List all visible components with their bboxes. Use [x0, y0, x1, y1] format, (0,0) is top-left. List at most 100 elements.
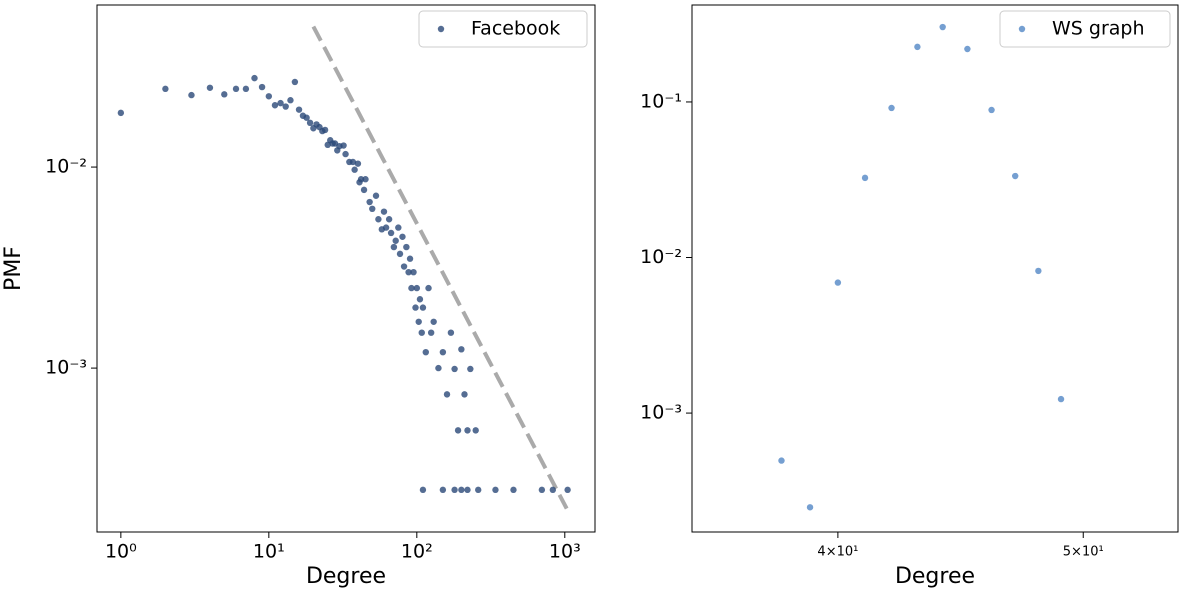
point [291, 78, 299, 86]
y-tick-label: 10⁻³ [45, 357, 87, 379]
point [464, 427, 471, 434]
point [458, 346, 465, 353]
reference-line [311, 25, 569, 510]
point [369, 205, 376, 213]
point [914, 43, 921, 51]
x-tick-label: 10² [401, 541, 433, 563]
point [390, 243, 398, 251]
point [419, 304, 427, 311]
point [295, 106, 303, 113]
point [282, 103, 289, 110]
point [475, 486, 482, 494]
point [357, 176, 365, 183]
y-tick-label: 10⁻³ [640, 402, 682, 424]
point [425, 284, 432, 292]
y-axis-label: PMF [1, 246, 26, 291]
point [277, 99, 284, 107]
point [366, 198, 373, 206]
x-tick-label: 4×10¹ [817, 545, 858, 560]
point [242, 85, 250, 93]
point [271, 102, 279, 109]
point [549, 486, 557, 494]
point [342, 150, 349, 158]
point [395, 224, 402, 231]
point [451, 365, 458, 373]
point [258, 83, 266, 91]
legend-box [999, 10, 1171, 48]
point [399, 233, 406, 240]
point [430, 318, 437, 325]
point [351, 166, 358, 173]
point [306, 119, 314, 127]
point [406, 255, 414, 262]
point [382, 224, 390, 231]
point [439, 348, 447, 356]
point [464, 486, 471, 494]
x-axis-label: Degree [895, 564, 975, 589]
point [232, 85, 240, 93]
point [447, 329, 455, 336]
point [419, 486, 427, 494]
point [408, 284, 415, 292]
point [1057, 395, 1065, 403]
point [362, 176, 369, 183]
point [415, 318, 422, 325]
point [416, 296, 424, 303]
point [538, 486, 546, 494]
point [117, 109, 125, 117]
point [349, 158, 357, 166]
legend-box [418, 10, 588, 48]
point [287, 97, 294, 104]
point [443, 391, 451, 398]
x-tick-label: 5×10¹ [1063, 545, 1104, 560]
point [564, 486, 571, 494]
point [221, 91, 228, 98]
legend-marker [437, 25, 445, 33]
point [412, 304, 419, 311]
point [360, 186, 368, 194]
point [303, 114, 310, 121]
point [265, 93, 273, 100]
legend: WS graph [999, 10, 1171, 48]
x-axis-label: Degree [306, 564, 386, 589]
point [510, 486, 517, 494]
point [410, 268, 417, 276]
point [162, 85, 169, 93]
point [451, 486, 458, 494]
y-tick-label: 10⁻¹ [640, 90, 682, 112]
plot-frame [96, 4, 596, 533]
point [340, 142, 347, 149]
point [461, 391, 468, 398]
point [392, 237, 399, 244]
point [385, 216, 393, 223]
point [427, 329, 435, 336]
point [435, 364, 442, 372]
point [206, 84, 214, 91]
point [251, 74, 258, 82]
point [454, 427, 462, 434]
y-tick-label: 10⁻² [45, 156, 87, 178]
point [380, 208, 388, 215]
point [988, 106, 995, 114]
point [403, 243, 410, 251]
legend: Facebook [418, 10, 588, 48]
x-tick-label: 10¹ [253, 541, 285, 563]
point [861, 174, 869, 182]
point [458, 486, 465, 494]
legend-marker [1018, 25, 1026, 33]
point [387, 229, 395, 237]
point [396, 250, 404, 258]
point [439, 486, 447, 494]
x-tick-label: 10³ [549, 541, 581, 563]
plot-frame [691, 4, 1179, 533]
point [472, 427, 479, 434]
point [354, 160, 362, 167]
point [778, 457, 785, 464]
point [372, 192, 380, 199]
point [1012, 172, 1019, 180]
point [467, 365, 474, 373]
point [492, 486, 499, 494]
point [405, 268, 412, 276]
y-tick-label: 10⁻² [640, 246, 682, 268]
